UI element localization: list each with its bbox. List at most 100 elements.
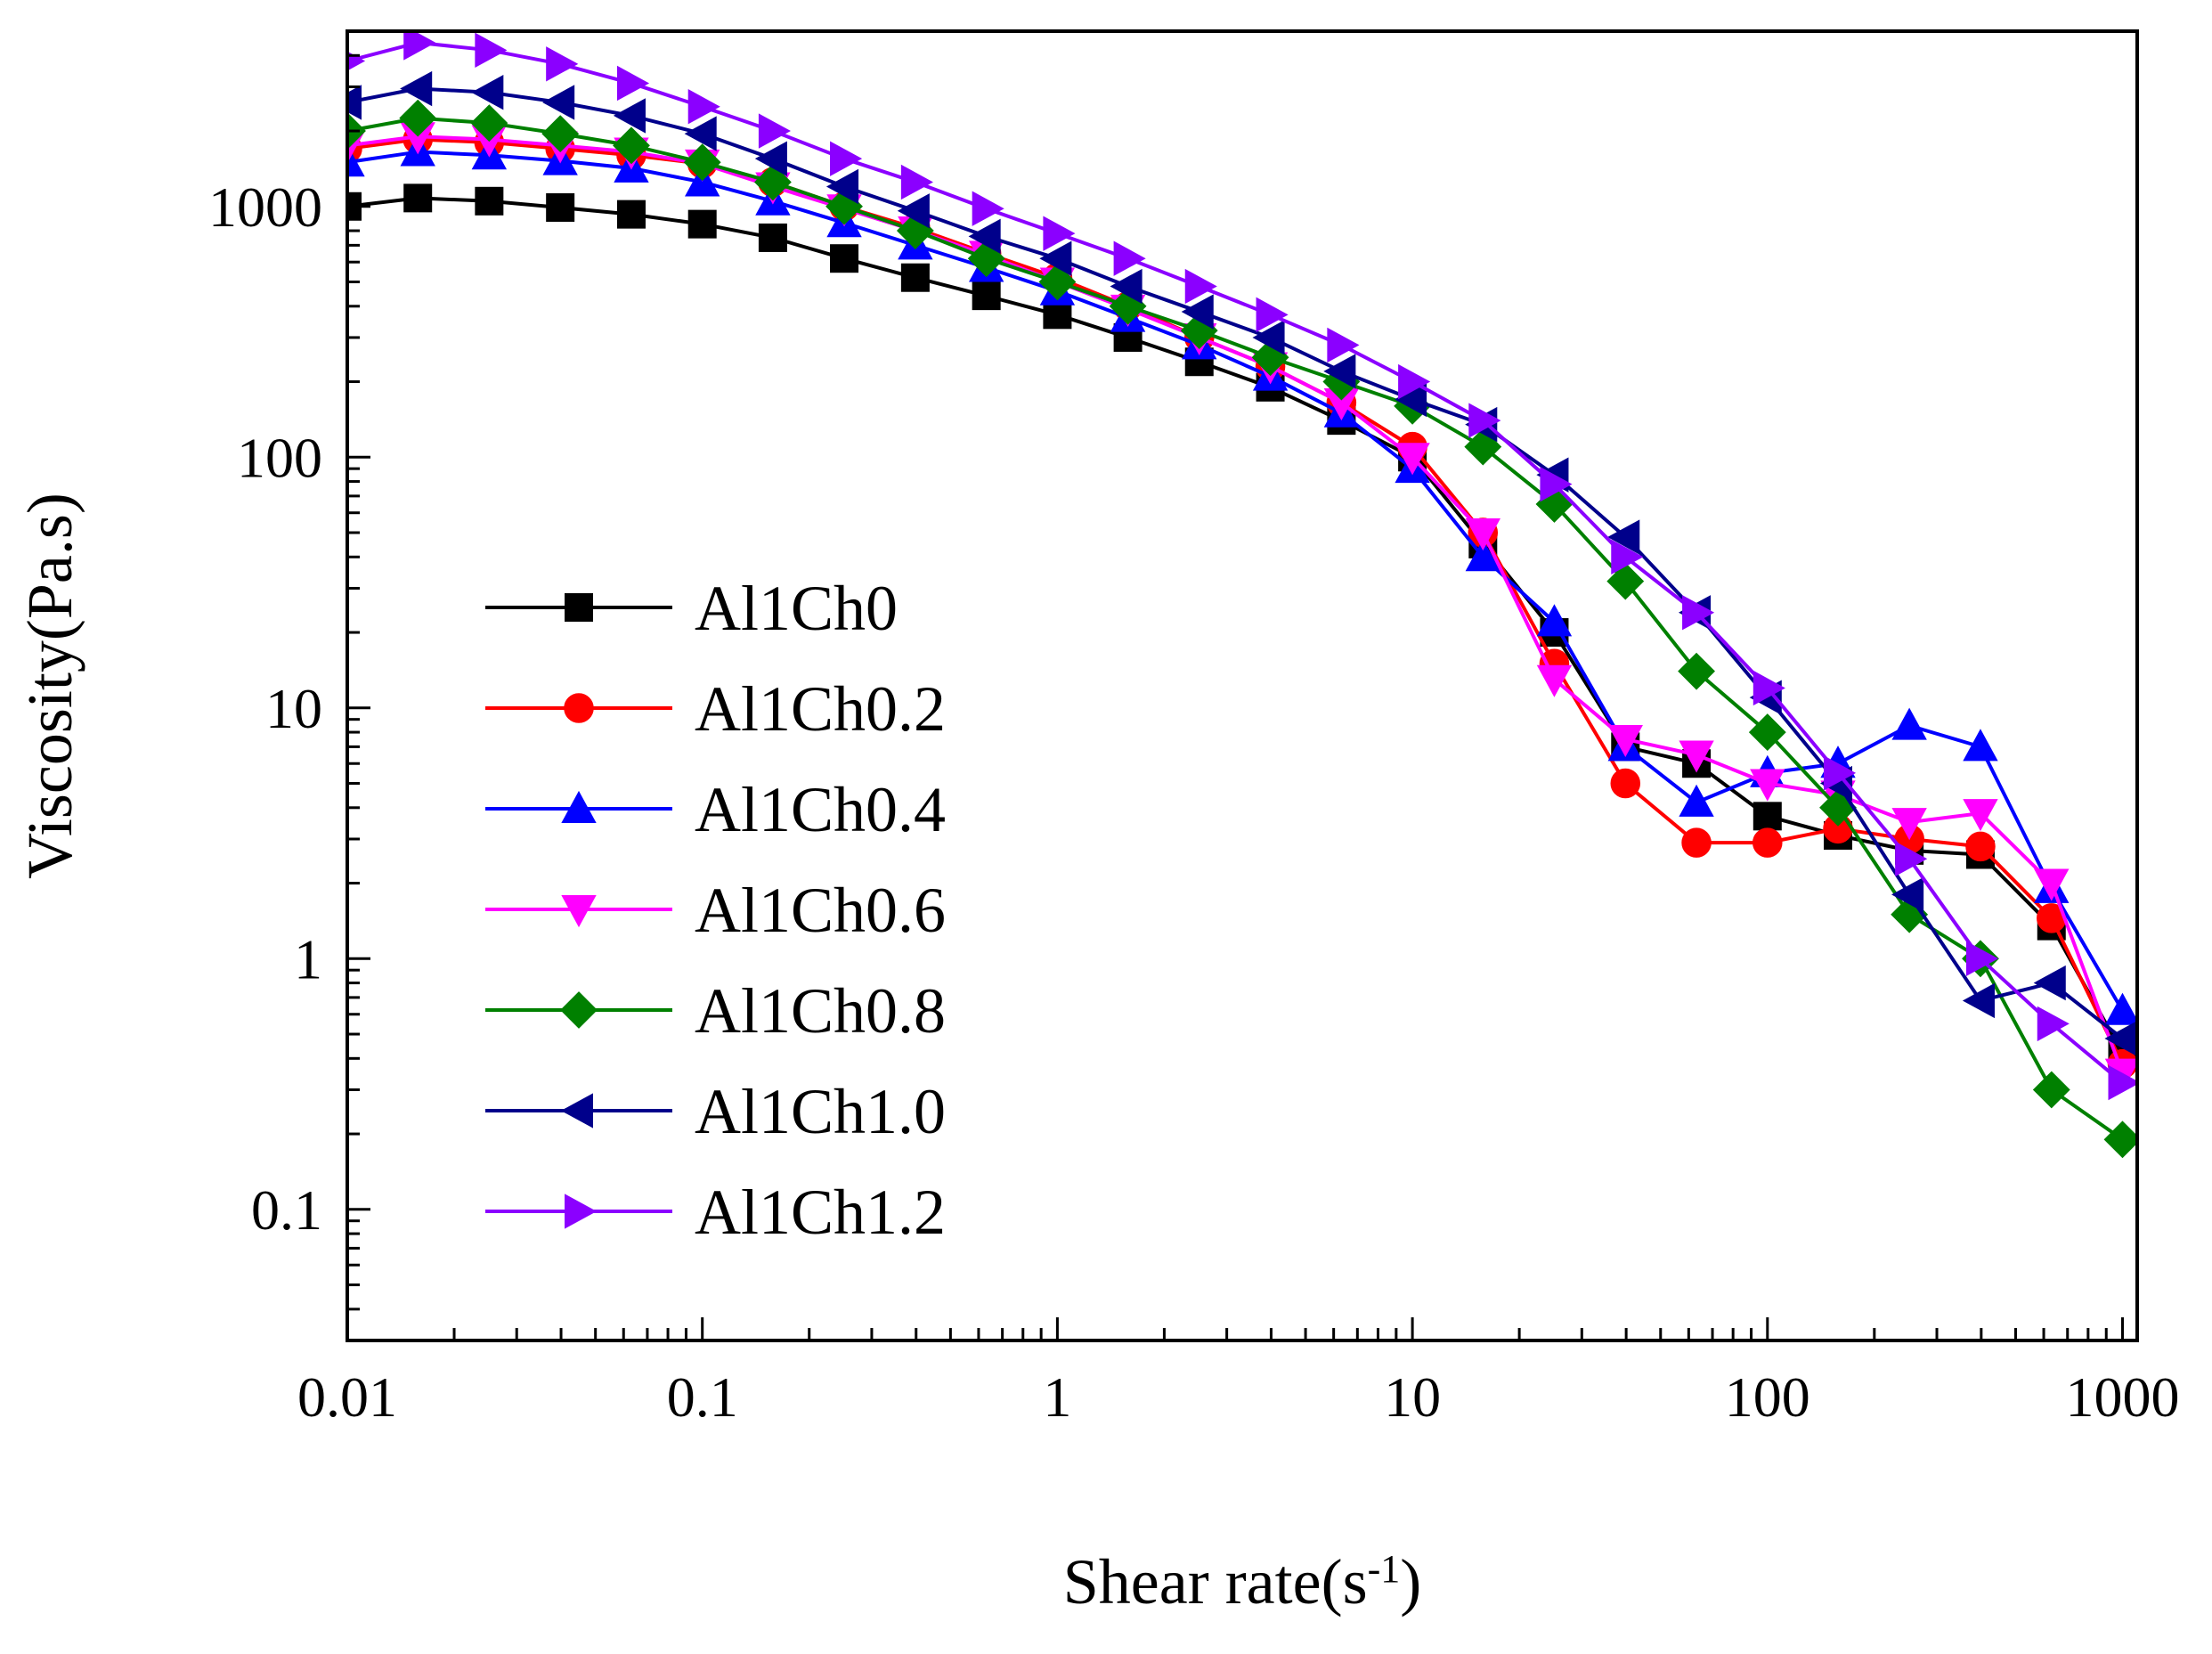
data-point-al1ch0-8 <box>683 143 721 182</box>
x-axis-title-superscript: -1 <box>1368 1547 1401 1591</box>
axes-layer: 0.01 0.1 1 10 100 1000 0.1 1 10 100 1000 <box>208 29 2179 1429</box>
x-tick-label: 0.1 <box>667 1365 738 1429</box>
data-point-al1ch1-0 <box>1323 354 1356 389</box>
legend-label-al1ch1-0: Al1Ch1.0 <box>695 1076 946 1147</box>
series-line-al1ch1-2 <box>347 40 2124 1085</box>
data-point-al1ch0-8 <box>1606 562 1645 600</box>
data-point-al1ch1-2 <box>972 191 1004 226</box>
legend-entry-al1ch1-0: Al1Ch1.0 <box>485 1076 946 1147</box>
data-point-al1ch1-0 <box>754 141 787 176</box>
data-point-al1ch0-8 <box>541 115 580 153</box>
x-tick-label: 0.01 <box>297 1365 397 1429</box>
plot-area-frame <box>346 29 2139 1342</box>
legend-marker-al1ch1-2 <box>565 1194 598 1229</box>
x-axis-title: Shear rate(s-1) <box>1063 1546 1421 1617</box>
data-point-al1ch0 <box>1043 300 1072 330</box>
series-al1ch1-0 <box>347 70 2137 1056</box>
data-point-al1ch1-0 <box>825 168 859 205</box>
data-point-al1ch0-4 <box>1679 784 1714 817</box>
series-layer <box>347 31 2137 1159</box>
series-al1ch1-2 <box>347 31 2137 1101</box>
legend-marker-al1ch0-2 <box>564 693 594 723</box>
series-al1ch0-8 <box>347 99 2137 1159</box>
data-point-al1ch0 <box>758 223 787 252</box>
legend-marker-al1ch0-6 <box>561 895 597 928</box>
data-point-al1ch0-6 <box>1536 664 1573 697</box>
legend-marker-al1ch0-8 <box>560 991 598 1029</box>
series-line-al1ch0-6 <box>347 134 2125 1074</box>
data-point-al1ch1-0 <box>1039 240 1072 276</box>
data-point-al1ch0-8 <box>1748 713 1786 751</box>
data-point-al1ch1-0 <box>1252 320 1285 355</box>
data-point-al1ch1-0 <box>1110 268 1143 305</box>
data-point-al1ch1-2 <box>1611 539 1644 574</box>
data-point-al1ch1-2 <box>830 141 863 176</box>
data-point-al1ch1-2 <box>1824 755 1857 791</box>
x-tick-label: 1 <box>1043 1365 1071 1429</box>
legend-entry-al1ch0-6: Al1Ch0.6 <box>485 875 946 946</box>
data-point-al1ch0-8 <box>1678 652 1715 690</box>
x-axis-title-main: Shear rate(s <box>1063 1546 1368 1617</box>
data-point-al1ch0-8 <box>613 126 650 165</box>
legend-label-al1ch0-4: Al1Ch0.4 <box>695 774 946 845</box>
data-point-al1ch0 <box>546 192 575 222</box>
data-point-al1ch0-4 <box>2104 992 2137 1025</box>
data-point-al1ch1-2 <box>1184 268 1217 305</box>
data-point-al1ch1-2 <box>900 164 933 200</box>
data-point-al1ch0-4 <box>1963 729 1998 762</box>
data-point-al1ch1-2 <box>758 113 791 149</box>
data-point-al1ch1-2 <box>2037 1006 2070 1042</box>
data-point-al1ch0-6 <box>1750 769 1785 802</box>
data-point-al1ch1-0 <box>542 85 575 120</box>
legend-marker-al1ch0 <box>565 593 593 622</box>
y-tick-label: 1 <box>294 927 322 990</box>
data-point-al1ch1-2 <box>1113 240 1146 276</box>
series-al1ch0-2 <box>347 124 2137 1080</box>
data-point-al1ch0 <box>616 200 646 229</box>
data-point-al1ch0 <box>403 183 433 213</box>
x-tick-label: 100 <box>1725 1365 1810 1429</box>
data-point-al1ch0 <box>475 186 504 216</box>
data-point-al1ch0-4 <box>1891 707 1927 740</box>
legend-entry-al1ch0-2: Al1Ch0.2 <box>485 673 946 745</box>
y-tick-label: 10 <box>265 677 322 740</box>
series-line-al1ch0-2 <box>347 137 2125 1065</box>
data-point-al1ch1-0 <box>968 218 1001 255</box>
data-point-al1ch0-6 <box>1465 518 1500 551</box>
data-point-al1ch0-8 <box>1038 263 1077 301</box>
y-tick-label: 0.1 <box>251 1178 322 1242</box>
series-al1ch0-4 <box>347 134 2137 1025</box>
data-point-al1ch0-8 <box>2032 1071 2070 1109</box>
data-point-al1ch0-8 <box>470 104 508 143</box>
data-point-al1ch1-2 <box>1398 363 1431 400</box>
data-point-al1ch1-2 <box>1468 403 1501 438</box>
data-point-al1ch1-0 <box>347 85 362 120</box>
data-point-al1ch1-2 <box>616 65 650 102</box>
series-al1ch0 <box>347 183 2137 1068</box>
data-point-al1ch1-2 <box>1327 327 1360 363</box>
data-point-al1ch1-0 <box>2033 965 2066 1001</box>
legend-label-al1ch0: Al1Ch0 <box>695 573 898 644</box>
data-point-al1ch1-2 <box>1256 297 1289 333</box>
data-point-al1ch0-6 <box>1963 799 1998 832</box>
data-point-al1ch0 <box>1753 802 1782 831</box>
data-point-al1ch0-4 <box>1536 604 1573 637</box>
legend-entry-al1ch0-4: Al1Ch0.4 <box>485 774 946 845</box>
series-line-al1ch0-4 <box>347 150 2125 1012</box>
data-point-al1ch1-2 <box>1540 466 1573 502</box>
data-point-al1ch0-6 <box>1679 740 1714 773</box>
legend-label-al1ch0-2: Al1Ch0.2 <box>695 673 946 745</box>
data-point-al1ch1-0 <box>400 70 433 107</box>
legend-marker-al1ch1-0 <box>560 1093 593 1128</box>
data-point-al1ch1-2 <box>1965 941 1999 976</box>
data-point-al1ch0-6 <box>1891 808 1927 841</box>
data-point-al1ch0 <box>687 209 717 239</box>
data-point-al1ch0-6 <box>1395 443 1430 476</box>
data-point-al1ch0-2 <box>1610 768 1641 799</box>
data-point-al1ch1-0 <box>1891 876 1924 913</box>
data-point-al1ch1-0 <box>684 116 717 151</box>
legend-entry-al1ch1-2: Al1Ch1.2 <box>485 1177 946 1248</box>
data-point-al1ch0-2 <box>1965 831 1996 862</box>
data-point-al1ch1-0 <box>897 193 930 229</box>
